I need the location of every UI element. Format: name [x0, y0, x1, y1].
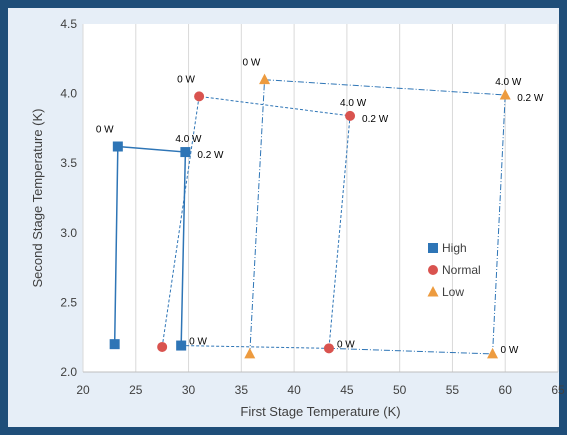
- low-point-label-1: 0 W: [243, 58, 261, 69]
- normal-point-label-3: 0 W: [337, 339, 355, 350]
- y-tick-label-1: 2.5: [60, 295, 77, 309]
- low-point-label-3: 0 W: [501, 345, 519, 356]
- plot-area: [83, 24, 558, 372]
- high-marker-0: [109, 339, 120, 350]
- y-tick-label-2: 3.0: [60, 226, 77, 240]
- normal-point-label-1: 0 W: [177, 74, 195, 85]
- x-tick-label-1: 25: [129, 383, 143, 397]
- y-tick-label-0: 2.0: [60, 365, 77, 379]
- legend-marker-normal: [428, 265, 438, 275]
- high-marker-2: [180, 147, 191, 158]
- connector-line-1: [328, 347, 493, 355]
- series-line-normal: [161, 95, 351, 349]
- normal-marker-1: [194, 91, 205, 102]
- x-tick-label-2: 30: [182, 383, 196, 397]
- y-tick-label-4: 4.0: [60, 87, 77, 101]
- normal-marker-2: [345, 110, 356, 121]
- series-line-high: [113, 145, 187, 346]
- low-point-label-2: 4.0 W: [495, 77, 522, 88]
- high-point-label-2: 4.0 W: [175, 134, 202, 145]
- low-marker-1: [259, 73, 271, 85]
- normal-point-label-2: 4.0 W: [340, 98, 367, 109]
- legend-label-normal: Normal: [442, 263, 481, 277]
- x-tick-label-3: 35: [235, 383, 249, 397]
- high-marker-3: [176, 340, 187, 351]
- normal-point-label-4: 0.2 W: [362, 114, 389, 125]
- x-tick-label-0: 20: [76, 383, 90, 397]
- legend-label-low: Low: [442, 285, 464, 299]
- y-tick-label-3: 3.5: [60, 156, 77, 170]
- legend-marker-high: [428, 243, 438, 253]
- y-axis-title: Second Stage Temperature (K): [30, 109, 45, 288]
- low-marker-3: [487, 347, 499, 359]
- x-tick-label-5: 45: [340, 383, 354, 397]
- x-tick-label-8: 60: [499, 383, 513, 397]
- high-point-label-1: 0 W: [96, 124, 114, 135]
- low-marker-0: [244, 347, 256, 359]
- x-tick-label-6: 50: [393, 383, 407, 397]
- low-marker-2: [499, 88, 511, 100]
- x-tick-label-7: 55: [446, 383, 460, 397]
- high-point-label-3: 0 W: [189, 337, 207, 348]
- x-tick-label-4: 40: [287, 383, 301, 397]
- normal-marker-3: [323, 343, 334, 354]
- legend-marker-low: [427, 286, 439, 297]
- high-marker-1: [112, 141, 123, 152]
- low-point-label-4: 0.2 W: [517, 93, 544, 104]
- series-line-low: [249, 79, 506, 354]
- high-point-label-4: 0.2 W: [197, 150, 224, 161]
- x-axis-title: First Stage Temperature (K): [240, 404, 400, 419]
- legend-label-high: High: [442, 241, 467, 255]
- y-tick-label-5: 4.5: [60, 17, 77, 31]
- normal-marker-0: [157, 341, 168, 352]
- x-tick-label-9: 65: [551, 383, 565, 397]
